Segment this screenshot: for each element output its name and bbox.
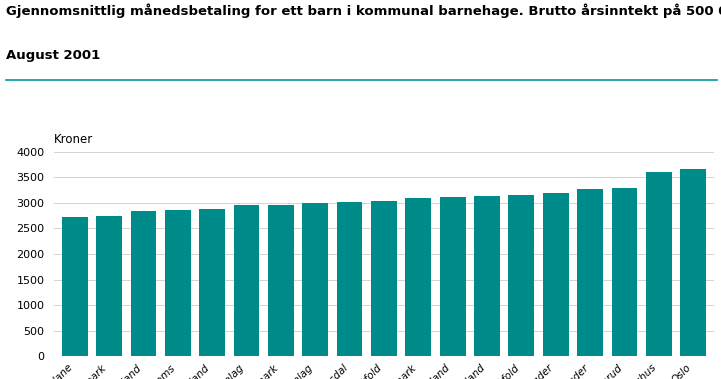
Bar [165, 210, 190, 356]
Bar [611, 188, 637, 356]
Bar [234, 205, 260, 356]
Bar [405, 199, 431, 356]
Bar [199, 209, 225, 356]
Text: August 2001: August 2001 [6, 49, 100, 62]
Bar [337, 202, 363, 356]
Bar [508, 194, 534, 356]
Bar [268, 205, 293, 356]
Bar [474, 196, 500, 356]
Bar [62, 217, 87, 356]
Bar [96, 216, 122, 356]
Text: Kroner: Kroner [54, 133, 93, 146]
Bar [302, 203, 328, 356]
Bar [646, 172, 672, 356]
Bar [131, 211, 156, 356]
Bar [578, 190, 603, 356]
Bar [440, 197, 466, 356]
Bar [681, 169, 706, 356]
Bar [543, 193, 569, 356]
Text: Gjennomsnittlig månedsbetaling for ett barn i kommunal barnehage. Brutto årsinnt: Gjennomsnittlig månedsbetaling for ett b… [6, 4, 721, 18]
Bar [371, 201, 397, 356]
